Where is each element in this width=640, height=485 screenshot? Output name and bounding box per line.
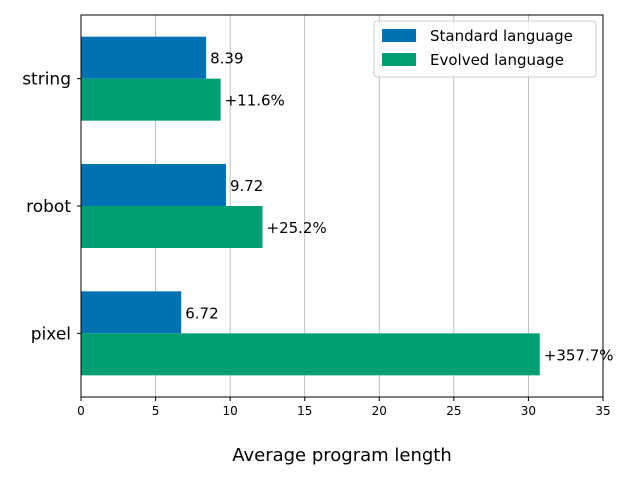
bar-robot-evolved xyxy=(81,206,263,248)
bar-pixel-standard xyxy=(81,291,182,334)
data-label-robot-standard: 9.72 xyxy=(230,177,263,195)
legend-label-standard: Standard language xyxy=(430,27,573,45)
legend-box xyxy=(373,20,597,78)
x-tick-label: 0 xyxy=(77,404,85,418)
x-tick-label: 10 xyxy=(223,404,238,418)
legend: Standard language Evolved language xyxy=(373,20,597,78)
bar-pixel-evolved xyxy=(81,333,540,376)
x-axis-label: Average program length xyxy=(232,445,452,466)
y-tick-label-pixel: pixel xyxy=(31,324,71,344)
x-tick-label: 5 xyxy=(152,404,160,418)
y-tick-label-string: string xyxy=(22,70,71,90)
bars xyxy=(81,36,540,376)
x-tick-label: 20 xyxy=(372,404,387,418)
data-labels: 8.39 +11.6% 9.72 +25.2% 6.72 +357.7% xyxy=(185,50,613,365)
legend-swatch-standard xyxy=(382,29,416,42)
x-axis-ticks: 0 5 10 15 20 25 30 35 xyxy=(77,397,611,418)
x-tick-label: 15 xyxy=(297,404,312,418)
data-label-robot-evolved: +25.2% xyxy=(267,219,327,237)
y-tick-label-robot: robot xyxy=(26,197,71,217)
x-tick-label: 25 xyxy=(446,404,461,418)
data-label-string-standard: 8.39 xyxy=(210,50,243,68)
x-tick-label: 30 xyxy=(521,404,536,418)
y-axis-ticks: string robot pixel xyxy=(22,70,81,344)
legend-swatch-evolved xyxy=(382,53,416,66)
legend-label-evolved: Evolved language xyxy=(430,51,564,69)
bar-string-standard xyxy=(81,36,207,79)
data-label-pixel-standard: 6.72 xyxy=(185,304,218,322)
data-label-string-evolved: +11.6% xyxy=(225,92,285,110)
bar-string-evolved xyxy=(81,78,221,121)
data-label-pixel-evolved: +357.7% xyxy=(544,346,614,364)
x-tick-label: 35 xyxy=(595,404,610,418)
bar-robot-standard xyxy=(81,164,226,206)
